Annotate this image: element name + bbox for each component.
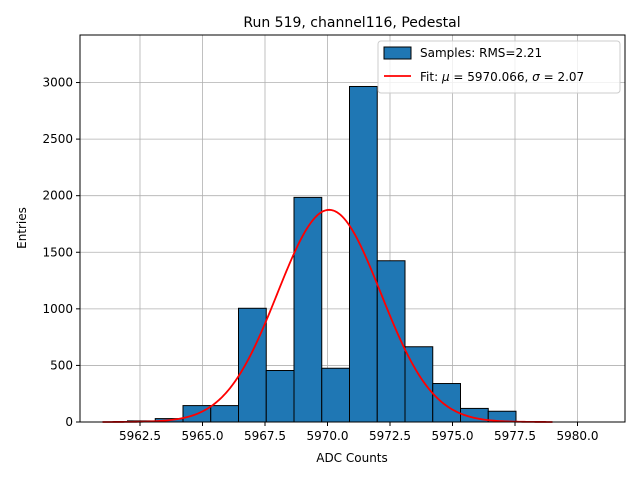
histogram-bar <box>238 307 267 423</box>
y-tick-label: 2000 <box>42 189 73 203</box>
x-tick-label: 5967.5 <box>244 429 286 443</box>
x-tick-label: 5980.0 <box>557 429 599 443</box>
plot-frame <box>79 34 626 423</box>
y-axis-label: Entries <box>15 207 29 249</box>
legend-label-samples: Samples: RMS=2.21 <box>420 46 542 60</box>
x-tick-label: 5975.0 <box>432 429 474 443</box>
legend-fit-mu-symbol: μ <box>441 70 450 84</box>
legend-fit-mu-value: = 5970.066, <box>450 70 533 84</box>
y-tick-label: 3000 <box>42 76 73 90</box>
fit-curve <box>102 208 553 423</box>
y-tick-label: 1000 <box>42 302 73 316</box>
x-axis-label: ADC Counts <box>316 451 388 465</box>
axis-ticks: 5962.5 5965.0 5967.5 5970.0 5972.5 5975.0 5977… <box>42 76 598 443</box>
x-tick-label: 5977.5 <box>494 429 536 443</box>
histogram-bar <box>321 367 350 423</box>
histogram-bar <box>349 85 378 423</box>
x-tick-label: 5965.0 <box>182 429 224 443</box>
x-tick-label: 5972.5 <box>369 429 411 443</box>
y-tick-label: 0 <box>65 415 73 429</box>
histogram-bar <box>293 196 323 423</box>
legend-fit-sigma-value: = 2.07 <box>540 70 584 84</box>
legend-label-fit: Fit: μ = 5970.066, σ = 2.07 <box>420 70 584 84</box>
y-tick-label: 500 <box>50 358 73 372</box>
histogram-bars <box>127 85 517 423</box>
histogram-bar <box>210 405 239 423</box>
legend-swatch-samples <box>383 46 412 60</box>
legend: Samples: RMS=2.21 Fit: μ = 5970.066, σ =… <box>377 40 621 94</box>
legend-box <box>377 40 621 94</box>
y-tick-label: 1500 <box>42 245 73 259</box>
fit-curve-layer <box>102 208 553 423</box>
histogram-bar <box>432 383 461 423</box>
chart-title: Run 519, channel116, Pedestal <box>243 15 460 31</box>
legend-fit-prefix: Fit: <box>420 70 442 84</box>
y-tick-label: 2500 <box>42 132 73 146</box>
x-tick-label: 5962.5 <box>119 429 161 443</box>
legend-fit-sigma-symbol: σ <box>532 70 540 84</box>
histogram-bar <box>265 370 295 423</box>
x-tick-label: 5970.0 <box>307 429 349 443</box>
